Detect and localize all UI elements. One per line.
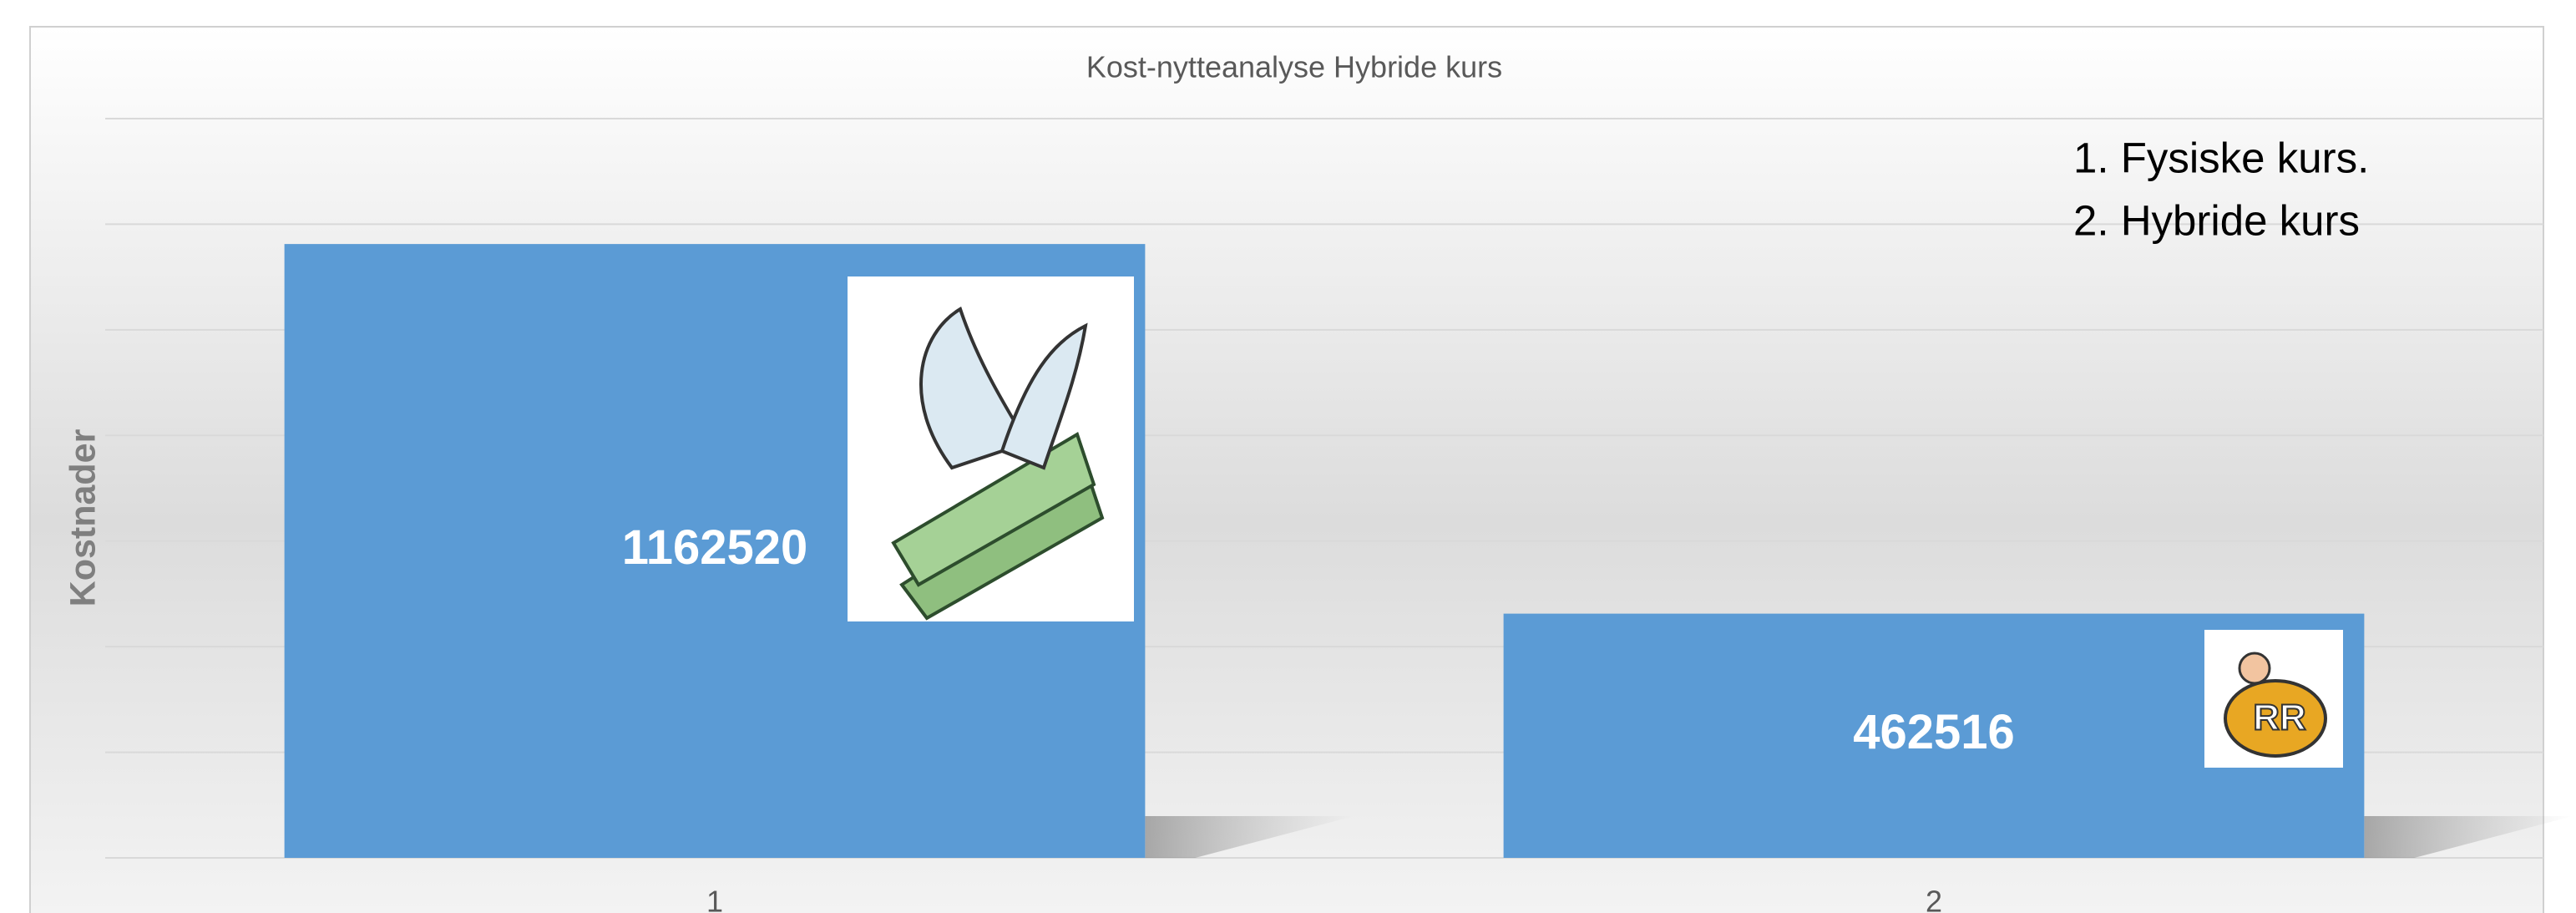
clipart-bag: RR: [2204, 630, 2343, 768]
y-axis-label: Kostnader: [63, 429, 103, 606]
clipart-money: [848, 276, 1134, 621]
annotation: 2. Hybride kurs: [2073, 196, 2360, 244]
data-label: 1162520: [622, 520, 808, 575]
svg-text:RR: RR: [2253, 697, 2306, 738]
chart-title: Kost-nytteanalyse Hybride kurs: [1086, 50, 1502, 84]
chart: Kost-nytteanalyse Hybride kurs Kostnader…: [0, 0, 2576, 913]
x-tick-label: 1: [706, 885, 723, 913]
annotation: 1. Fysiske kurs.: [2073, 134, 2369, 181]
data-label: 462516: [1853, 705, 2015, 759]
x-tick-label: 2: [1926, 885, 1942, 913]
